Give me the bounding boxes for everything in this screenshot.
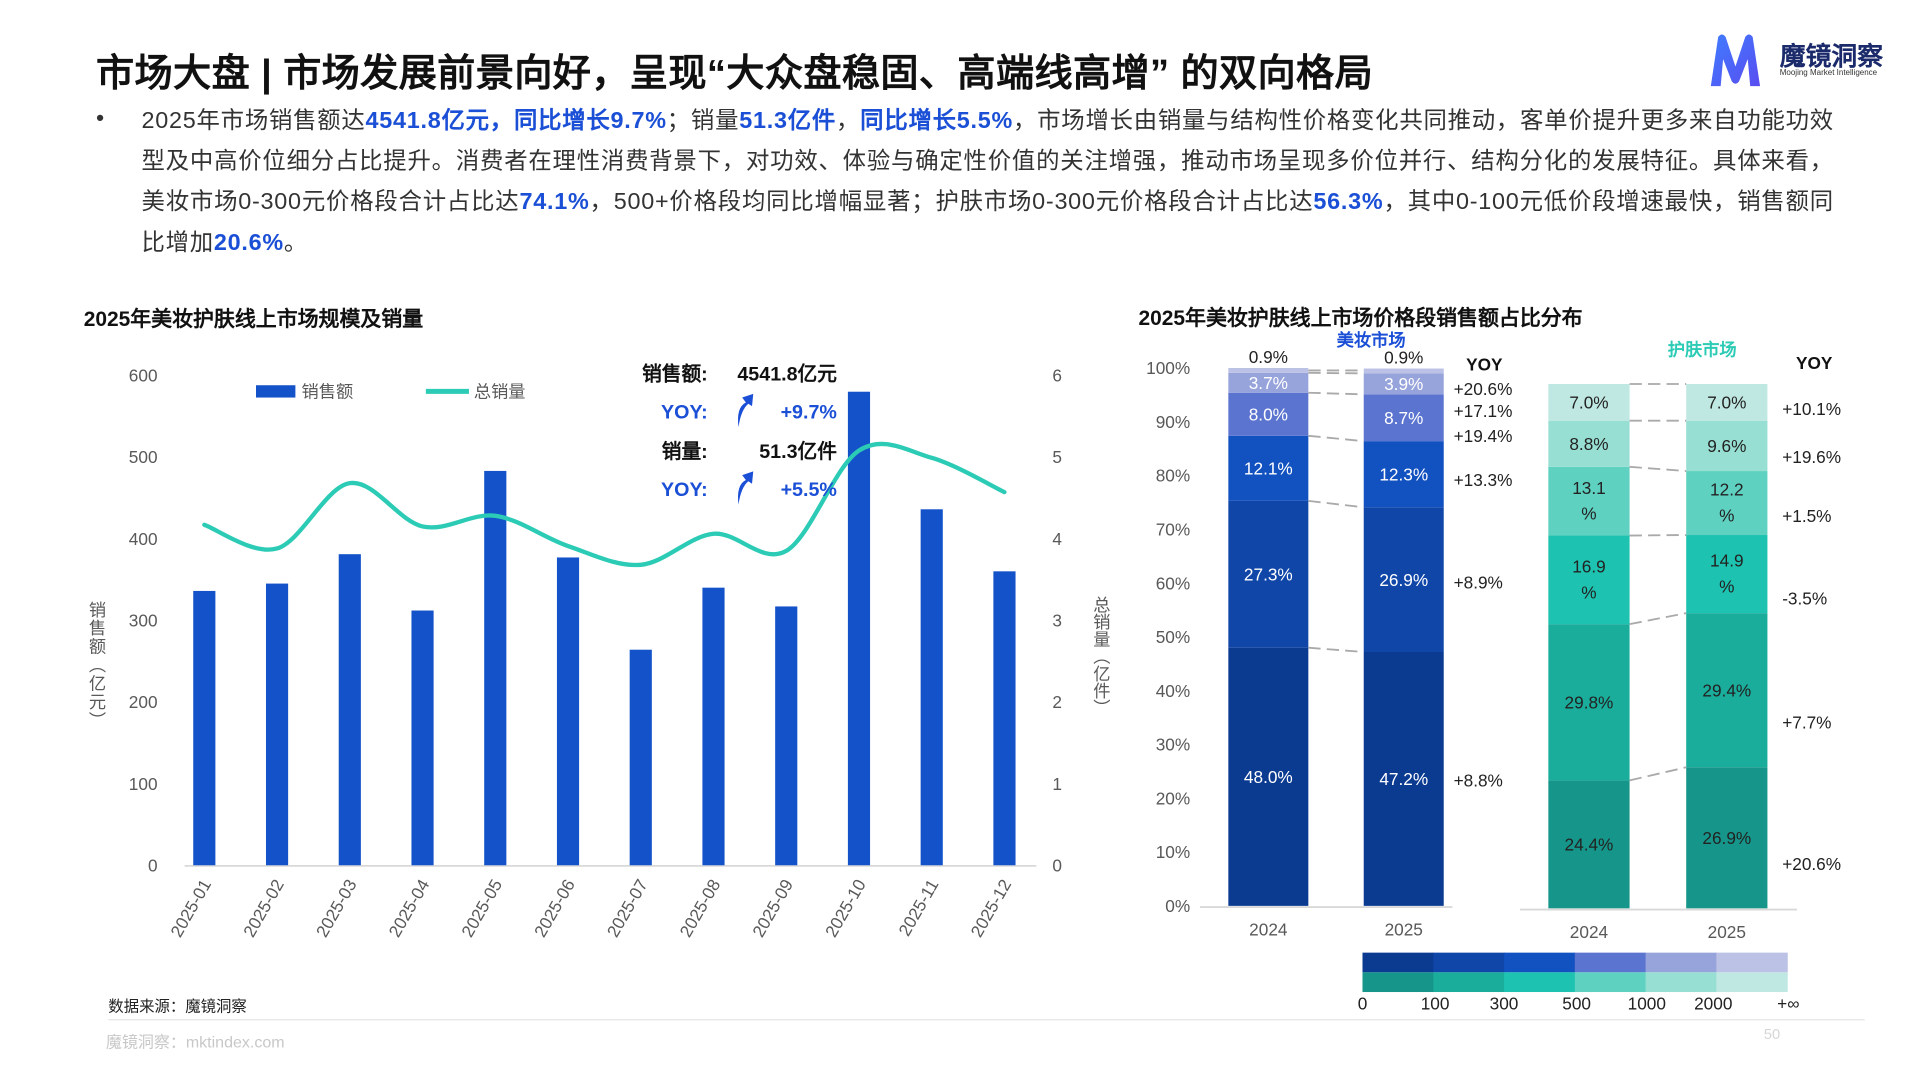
legend-price-tick: 300 <box>1490 993 1519 1013</box>
yoy-value: +1.5% <box>1782 506 1831 526</box>
legend-price-tick: 1000 <box>1628 993 1666 1013</box>
connector-dashed <box>1630 767 1687 780</box>
connector-dashed <box>1308 501 1363 507</box>
yoy-value: +10.1% <box>1782 399 1841 419</box>
legend-skincare-band-5 <box>1716 972 1787 992</box>
data-source: 数据来源：魔镜洞察 <box>108 993 246 1016</box>
yoy-value: +20.6% <box>1454 379 1513 399</box>
segment-label: 27.3% <box>1244 564 1293 584</box>
footer-divider <box>108 1019 1864 1020</box>
yoy-value: +19.4% <box>1454 426 1513 446</box>
legend-beauty-band-1 <box>1433 953 1504 973</box>
yoy-value: +8.9% <box>1454 572 1503 592</box>
segment-美妆市场-2024-5 <box>1228 368 1308 373</box>
y-tick-label: 70% <box>1156 520 1190 540</box>
y-tick-label: 60% <box>1156 573 1190 593</box>
y-tick-label: 50% <box>1156 627 1190 647</box>
connector-dashed <box>1630 613 1687 624</box>
x-tick-label: 2024 <box>1249 919 1288 939</box>
segment-label: 8.7% <box>1384 408 1423 428</box>
y-tick-label: 100% <box>1146 358 1190 378</box>
y-tick-label: 40% <box>1156 681 1190 701</box>
yoy-value: -3.5% <box>1782 588 1827 608</box>
legend-beauty-band-0 <box>1362 953 1433 973</box>
segment-label: 26.9% <box>1702 828 1751 848</box>
legend-price-tick: 500 <box>1562 993 1591 1013</box>
x-tick-label: 2025 <box>1708 922 1746 942</box>
y-tick-label: 0% <box>1165 896 1190 916</box>
y-tick-label: 20% <box>1156 788 1190 808</box>
segment-label: 24.4% <box>1565 835 1614 855</box>
y-tick-label: 80% <box>1156 466 1190 486</box>
segment-label: 12.3% <box>1379 464 1428 484</box>
yoy-value: +19.6% <box>1782 447 1841 467</box>
segment-label: 0.9% <box>1249 347 1288 367</box>
legend-skincare-band-3 <box>1575 972 1646 992</box>
connector-dashed <box>1308 436 1363 441</box>
legend-beauty-band-5 <box>1716 953 1787 973</box>
y-tick-label: 90% <box>1156 412 1190 432</box>
legend-skincare-band-4 <box>1646 972 1717 992</box>
legend-skincare-band-2 <box>1504 972 1575 992</box>
yoy-header: YOY <box>1466 354 1503 374</box>
legend-beauty-band-4 <box>1646 953 1717 973</box>
segment-label: 29.8% <box>1565 692 1614 712</box>
segment-label: 48.0% <box>1244 767 1293 787</box>
legend-skincare-band-1 <box>1433 972 1504 992</box>
segment-label: 12.1% <box>1244 458 1293 478</box>
yoy-header: YOY <box>1796 353 1833 373</box>
legend-price-tick: 100 <box>1421 993 1450 1013</box>
legend-price-tick: 2000 <box>1694 993 1732 1013</box>
segment-label: 7.0% <box>1569 393 1608 413</box>
y-tick-label: 10% <box>1156 842 1190 862</box>
connector-dashed <box>1308 393 1363 395</box>
yoy-value: +20.6% <box>1782 854 1841 874</box>
segment-label: 8.0% <box>1249 404 1288 424</box>
yoy-value: +13.3% <box>1454 470 1513 490</box>
segment-label: 47.2% <box>1379 769 1428 789</box>
legend-price-tick: 0 <box>1358 993 1368 1013</box>
segment-label: 26.9% <box>1379 570 1428 590</box>
yoy-value: +8.8% <box>1454 770 1503 790</box>
legend-price-tick: +∞ <box>1777 993 1799 1013</box>
yoy-value: +7.7% <box>1782 713 1831 733</box>
legend-skincare-band-0 <box>1362 972 1433 992</box>
connector-dashed <box>1630 535 1687 536</box>
x-tick-label: 2025 <box>1385 919 1423 939</box>
price-band-chart: 0%10%20%30%40%50%60%70%80%90%100%美妆市场48.… <box>0 0 1920 1022</box>
segment-护肤市场-2025-2 <box>1686 535 1767 613</box>
segment-label: 3.7% <box>1249 373 1288 393</box>
group-title: 护肤市场 <box>1668 340 1737 360</box>
segment-护肤市场-2024-2 <box>1548 536 1629 625</box>
segment-label: 3.9% <box>1384 374 1423 394</box>
segment-label: 29.4% <box>1702 680 1751 700</box>
connector-dashed <box>1308 373 1363 374</box>
x-tick-label: 2024 <box>1570 922 1609 942</box>
segment-美妆市场-2025-5 <box>1364 369 1444 374</box>
segment-label: 0.9% <box>1384 348 1423 368</box>
legend-beauty-band-2 <box>1504 953 1575 973</box>
footer-site: 魔镜洞察：mktindex.com <box>106 1029 285 1052</box>
segment-label: 8.8% <box>1569 434 1608 454</box>
segment-label: 9.6% <box>1707 436 1746 456</box>
connector-dashed <box>1630 467 1687 471</box>
yoy-value: +17.1% <box>1454 401 1513 421</box>
y-tick-label: 30% <box>1156 735 1190 755</box>
page-number: 50 <box>1764 1025 1780 1042</box>
segment-label: 7.0% <box>1707 393 1746 413</box>
connector-dashed <box>1308 648 1363 652</box>
legend-beauty-band-3 <box>1575 953 1646 973</box>
